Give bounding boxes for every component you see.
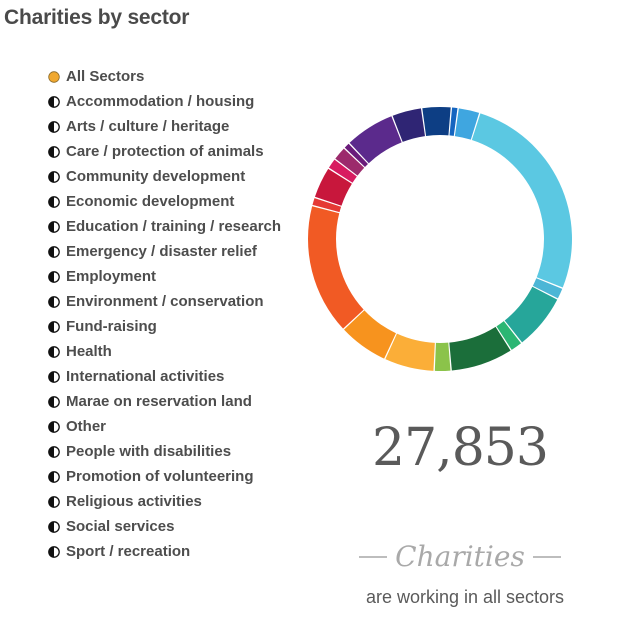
half-circle-icon[interactable] [48, 495, 60, 508]
half-circle-icon[interactable] [48, 520, 60, 533]
half-circle-icon[interactable] [48, 370, 60, 383]
half-circle-icon[interactable] [48, 245, 60, 258]
radio-selected-icon[interactable] [48, 70, 60, 83]
legend-label: International activities [66, 368, 225, 385]
half-circle-icon[interactable] [48, 420, 60, 433]
donut-slice[interactable] [344, 310, 396, 359]
donut-slice[interactable] [385, 333, 435, 371]
legend-item[interactable]: Fund-raising [48, 314, 308, 339]
donut-slice[interactable] [454, 108, 480, 140]
legend-label: Other [66, 418, 107, 435]
half-circle-icon[interactable] [48, 170, 60, 183]
count-label: Charities [395, 540, 525, 573]
legend-item[interactable]: Environment / conservation [48, 289, 308, 314]
half-circle-icon[interactable] [48, 345, 60, 358]
legend-item[interactable]: Community development [48, 164, 308, 189]
half-circle-icon[interactable] [48, 145, 60, 158]
legend-label: Economic development [66, 193, 235, 210]
donut-slice[interactable] [434, 342, 451, 372]
legend-item[interactable]: Religious activities [48, 489, 308, 514]
donut-slice[interactable] [344, 143, 368, 167]
chart-title: Charities by sector [4, 6, 190, 29]
half-circle-icon[interactable] [48, 220, 60, 233]
half-circle-icon[interactable] [48, 270, 60, 283]
half-circle-icon[interactable] [48, 470, 60, 483]
legend-label: Marae on reservation land [66, 393, 252, 410]
donut-slice[interactable] [449, 326, 511, 371]
legend-label: Promotion of volunteering [66, 468, 254, 485]
legend-label: Social services [66, 518, 175, 535]
legend-item[interactable]: Promotion of volunteering [48, 464, 308, 489]
legend-label: All Sectors [66, 68, 145, 85]
legend-label: Arts / culture / heritage [66, 118, 230, 135]
legend-label: Education / training / research [66, 218, 282, 235]
legend-item[interactable]: Other [48, 414, 308, 439]
legend-label: Sport / recreation [66, 543, 191, 560]
legend-item[interactable]: Social services [48, 514, 308, 539]
legend-item[interactable]: International activities [48, 364, 308, 389]
donut-slice[interactable] [349, 116, 402, 164]
donut-slice[interactable] [471, 113, 572, 288]
half-circle-icon[interactable] [48, 120, 60, 133]
half-circle-icon[interactable] [48, 445, 60, 458]
legend-item[interactable]: Education / training / research [48, 214, 308, 239]
legend-item[interactable]: Emergency / disaster relief [48, 239, 308, 264]
legend-label: Environment / conservation [66, 293, 264, 310]
donut-slice[interactable] [449, 107, 458, 136]
charity-count: 27,853 [372, 418, 549, 478]
half-circle-icon[interactable] [48, 320, 60, 333]
donut-slice[interactable] [328, 159, 357, 183]
legend-label: Community development [66, 168, 246, 185]
donut-slice[interactable] [312, 198, 342, 213]
donut-slice[interactable] [422, 107, 451, 136]
count-label-row: Charities [340, 540, 580, 573]
legend-item[interactable]: Care / protection of animals [48, 139, 308, 164]
half-circle-icon[interactable] [48, 295, 60, 308]
half-circle-icon[interactable] [48, 95, 60, 108]
half-circle-icon[interactable] [48, 195, 60, 208]
legend-item[interactable]: Health [48, 339, 308, 364]
legend-label: Care / protection of animals [66, 143, 264, 160]
half-circle-icon[interactable] [48, 395, 60, 408]
donut-slice[interactable] [308, 206, 364, 329]
legend-label: People with disabilities [66, 443, 232, 460]
sector-legend: All Sectors Accommodation / housing Arts /… [48, 64, 308, 564]
legend-item[interactable]: Economic development [48, 189, 308, 214]
half-circle-icon[interactable] [48, 545, 60, 558]
legend-item[interactable]: Employment [48, 264, 308, 289]
legend-item[interactable]: Arts / culture / heritage [48, 114, 308, 139]
donut-slice[interactable] [335, 148, 365, 176]
donut-slice[interactable] [504, 286, 558, 343]
legend-item[interactable]: All Sectors [48, 64, 308, 89]
donut-slice[interactable] [532, 278, 563, 299]
legend-label: Emergency / disaster relief [66, 243, 257, 260]
donut-chart [308, 107, 572, 372]
count-caption: are working in all sectors [365, 587, 565, 607]
right-dash [532, 555, 561, 558]
legend-item[interactable]: Marae on reservation land [48, 389, 308, 414]
legend-label: Accommodation / housing [66, 93, 255, 110]
legend-item[interactable]: Accommodation / housing [48, 89, 308, 114]
donut-slice[interactable] [392, 108, 425, 142]
left-dash [359, 555, 388, 558]
donut-slice[interactable] [496, 321, 522, 350]
legend-item[interactable]: People with disabilities [48, 439, 308, 464]
legend-item[interactable]: Sport / recreation [48, 539, 308, 564]
donut-slice[interactable] [314, 168, 352, 206]
legend-label: Employment [66, 268, 157, 285]
legend-label: Fund-raising [66, 318, 157, 335]
legend-label: Health [66, 343, 112, 360]
legend-label: Religious activities [66, 493, 202, 510]
